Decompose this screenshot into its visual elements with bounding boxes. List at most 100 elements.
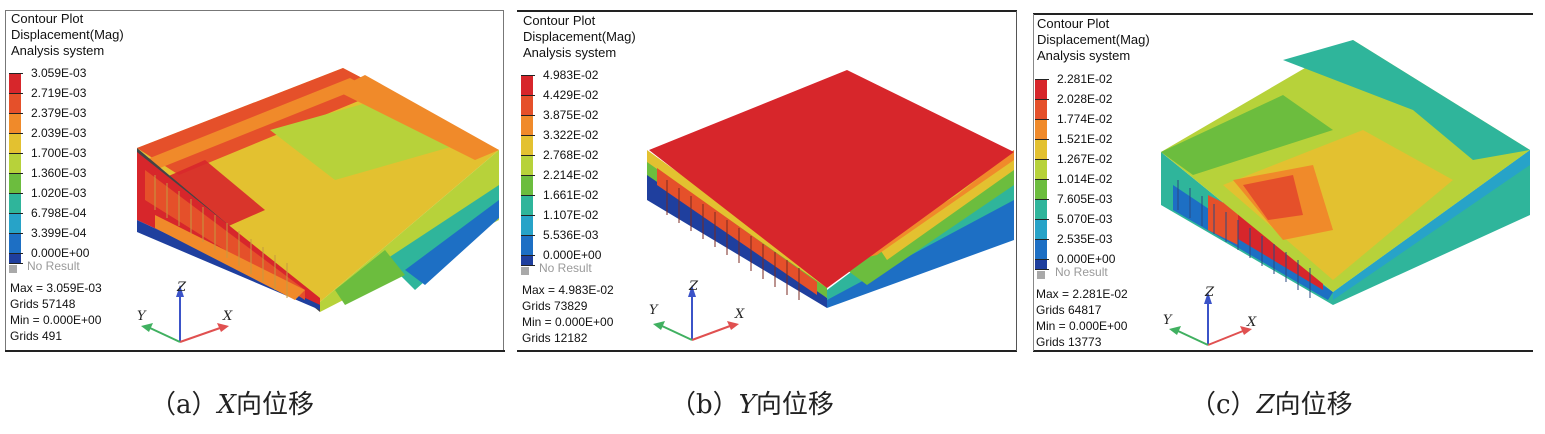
legend-label: 6.798E-04	[31, 206, 87, 220]
caption-variable: Y	[738, 390, 756, 420]
axis-y-label: Y	[1163, 313, 1173, 328]
legend-color-band	[9, 213, 21, 233]
legend-tick	[9, 113, 23, 114]
legend-tick	[1035, 99, 1049, 100]
legend-label: 2.379E-03	[31, 106, 87, 120]
contour-legend: 4.983E-02 4.429E-02 3.875E-02 3.322E-02 …	[521, 68, 651, 268]
plot-header: Contour Plot Displacement(Mag) Analysis …	[523, 13, 636, 61]
legend-label: 2.028E-02	[1057, 92, 1113, 106]
axis-z-label: Z	[688, 279, 699, 294]
legend-label: 1.521E-02	[1057, 132, 1113, 146]
legend-tick	[521, 75, 535, 76]
caption-prefix: （a）	[150, 390, 218, 420]
panel-c: Z X Y Contour Plot Displacement(Mag) Ana…	[1033, 0, 1533, 356]
axis-y-label: Y	[137, 309, 147, 324]
plot-header: Contour Plot Displacement(Mag) Analysis …	[1037, 16, 1150, 64]
caption-prefix: （c）	[1190, 390, 1257, 420]
legend-label: 0.000E+00	[1057, 252, 1116, 266]
plot-header: Contour Plot Displacement(Mag) Analysis …	[11, 11, 124, 59]
legend-tick	[1035, 119, 1049, 120]
header-system: Analysis system	[11, 43, 105, 58]
legend-label: 3.399E-04	[31, 226, 87, 240]
panel-b: Z X Y Contour Plot Displacement(Mag) Ana…	[517, 0, 1017, 356]
legend-label: 2.768E-02	[543, 148, 599, 162]
legend-tick	[1035, 269, 1049, 270]
legend-tick	[521, 235, 535, 236]
legend-tick	[9, 133, 23, 134]
legend-tick	[9, 233, 23, 234]
header-title: Contour Plot	[11, 11, 84, 26]
legend-label: 2.281E-02	[1057, 72, 1113, 86]
caption-text: 向位移	[755, 390, 834, 420]
legend-color-band	[9, 233, 21, 253]
legend-tick	[1035, 159, 1049, 160]
legend-color-band	[1035, 239, 1047, 259]
legend-tick	[521, 195, 535, 196]
legend-label: 2.039E-03	[31, 126, 87, 140]
panel-a-graphics: Z X Y	[5, 10, 505, 352]
axis-x-label: X	[734, 307, 745, 322]
legend-color-band	[1035, 139, 1047, 159]
caption-prefix: （b）	[670, 390, 739, 420]
axis-x-label: X	[1246, 315, 1257, 330]
min-value: Min = 0.000E+00	[522, 315, 614, 329]
header-title: Contour Plot	[523, 13, 596, 28]
legend-color-band	[521, 95, 533, 115]
axis-triad-c: Z X Y	[1163, 285, 1257, 346]
legend-tick	[521, 265, 535, 266]
caption-variable: X	[217, 390, 237, 420]
legend-tick	[521, 255, 535, 256]
legend-label: 4.983E-02	[543, 68, 599, 82]
header-quantity: Displacement(Mag)	[11, 27, 124, 42]
legend-label: 1.661E-02	[543, 188, 599, 202]
no-result-label: No Result	[27, 259, 80, 273]
max-value: Max = 2.281E-02	[1036, 287, 1128, 301]
legend-tick	[9, 93, 23, 94]
no-result-swatch	[521, 267, 529, 275]
legend-tick	[1035, 79, 1049, 80]
max-grid: Grids 73829	[522, 299, 588, 313]
legend-label: 1.107E-02	[543, 208, 599, 222]
legend-label: 5.536E-03	[543, 228, 599, 242]
stats-block: Max = 3.059E-03 Grids 57148 Min = 0.000E…	[10, 280, 102, 344]
legend-color-band	[1035, 79, 1047, 99]
legend-color-band	[521, 195, 533, 215]
axis-z-label: Z	[1204, 285, 1215, 300]
legend-label: 5.070E-03	[1057, 212, 1113, 226]
legend-color-band	[521, 235, 533, 255]
legend-tick	[521, 175, 535, 176]
legend-color-band	[521, 75, 533, 95]
legend-color-band	[9, 193, 21, 213]
legend-color-band	[521, 155, 533, 175]
legend-color-band	[1035, 159, 1047, 179]
header-quantity: Displacement(Mag)	[1037, 32, 1150, 47]
legend-tick	[1035, 139, 1049, 140]
legend-tick	[521, 155, 535, 156]
legend-tick	[521, 115, 535, 116]
no-result-swatch	[9, 265, 17, 273]
legend-label: 1.360E-03	[31, 166, 87, 180]
legend-tick	[9, 173, 23, 174]
legend-tick	[9, 193, 23, 194]
caption-text: 向位移	[236, 390, 315, 420]
caption-b: （b）Y向位移	[670, 384, 834, 421]
legend-tick	[9, 73, 23, 74]
legend-color-band	[9, 73, 21, 93]
legend-label: 2.719E-03	[31, 86, 87, 100]
legend-color-band	[521, 115, 533, 135]
legend-label: 4.429E-02	[543, 88, 599, 102]
header-title: Contour Plot	[1037, 16, 1110, 31]
no-result-swatch	[1037, 271, 1045, 279]
min-value: Min = 0.000E+00	[10, 313, 102, 327]
legend-label: 0.000E+00	[31, 246, 90, 260]
legend-tick	[9, 253, 23, 254]
legend-tick	[1035, 219, 1049, 220]
legend-tick	[521, 95, 535, 96]
legend-label: 0.000E+00	[543, 248, 602, 262]
legend-tick	[521, 135, 535, 136]
legend-tick	[1035, 179, 1049, 180]
caption-c: （c）Z向位移	[1190, 384, 1353, 421]
legend-color-band	[9, 153, 21, 173]
legend-color-band	[1035, 259, 1047, 270]
legend-color-band	[1035, 179, 1047, 199]
